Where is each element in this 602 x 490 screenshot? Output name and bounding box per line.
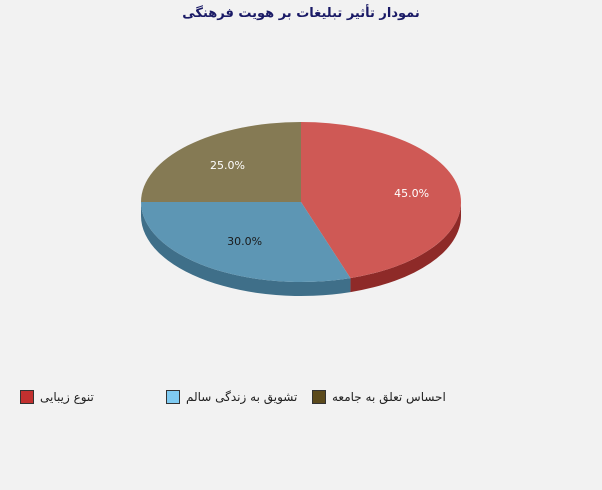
pie-chart: 45.0% 30.0% 25.0% <box>141 122 462 296</box>
slice-data-label: 25.0% <box>210 159 245 172</box>
legend-swatch <box>20 390 34 404</box>
legend-label: تشویق به زندگی سالم <box>186 390 298 404</box>
legend-swatch <box>166 390 180 404</box>
pie-slice[interactable] <box>141 122 301 202</box>
pie-slice[interactable] <box>301 122 462 279</box>
legend-label: تنوع زیبایی <box>40 390 94 404</box>
chart-title: نمودار تأثیر تبلیغات بر هویت فرهنگی <box>182 6 420 21</box>
legend-swatch <box>312 390 326 404</box>
legend-label: احساس تعلق به جامعه <box>332 390 446 404</box>
legend-item-beauty-diversity[interactable]: تنوع زیبایی <box>20 388 94 406</box>
pie-slice[interactable] <box>141 202 351 282</box>
pie-slice-side <box>350 202 461 293</box>
slice-data-label: 45.0% <box>394 187 429 200</box>
slice-data-label: 30.0% <box>227 235 262 248</box>
legend: تنوع زیبایی تشویق به زندگی سالم احساس تع… <box>0 388 602 408</box>
pie-slice-side <box>141 202 351 296</box>
legend-item-community-belonging[interactable]: احساس تعلق به جامعه <box>312 388 446 406</box>
legend-item-healthy-life[interactable]: تشویق به زندگی سالم <box>166 388 297 406</box>
